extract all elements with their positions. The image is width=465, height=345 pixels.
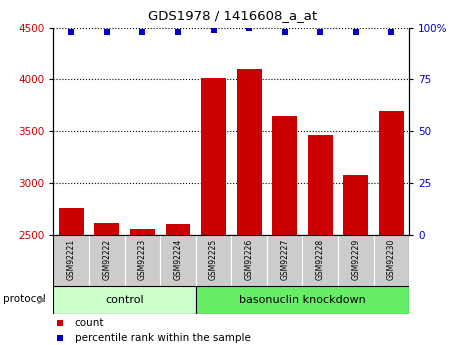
Text: GSM92226: GSM92226 [245, 239, 253, 280]
Bar [237, 69, 262, 235]
Bar [379, 111, 404, 235]
Text: control: control [105, 295, 144, 305]
Text: GSM92225: GSM92225 [209, 239, 218, 280]
Text: basonuclin knockdown: basonuclin knockdown [239, 295, 366, 305]
Bar [166, 224, 191, 235]
Bar [267, 235, 303, 286]
Bar [272, 116, 297, 235]
Text: GDS1978 / 1416608_a_at: GDS1978 / 1416608_a_at [148, 9, 317, 22]
Bar [59, 208, 84, 235]
Text: GSM92230: GSM92230 [387, 239, 396, 280]
Text: percentile rank within the sample: percentile rank within the sample [75, 333, 251, 343]
Text: GSM92227: GSM92227 [280, 239, 289, 280]
Bar [160, 235, 196, 286]
Text: GSM92224: GSM92224 [173, 239, 182, 280]
Bar [196, 286, 409, 314]
Text: GSM92228: GSM92228 [316, 239, 325, 280]
Bar [343, 175, 368, 235]
Bar [94, 223, 120, 235]
Text: GSM92223: GSM92223 [138, 239, 147, 280]
Bar [196, 235, 232, 286]
Text: GSM92221: GSM92221 [67, 239, 76, 280]
Bar [53, 286, 196, 314]
Bar [308, 135, 333, 235]
Bar [89, 235, 125, 286]
Bar [130, 229, 155, 235]
Bar [125, 235, 160, 286]
Bar [232, 235, 267, 286]
Bar [303, 235, 338, 286]
Bar [201, 78, 226, 235]
Text: GSM92222: GSM92222 [102, 239, 111, 280]
Bar [338, 235, 374, 286]
Bar [53, 235, 89, 286]
Text: protocol: protocol [3, 294, 46, 304]
Text: GSM92229: GSM92229 [352, 239, 360, 280]
Bar [374, 235, 409, 286]
Text: count: count [75, 318, 104, 328]
